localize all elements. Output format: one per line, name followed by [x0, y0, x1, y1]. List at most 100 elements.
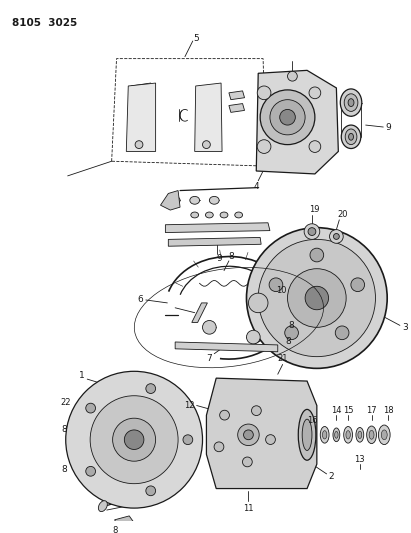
- Ellipse shape: [344, 426, 353, 443]
- Polygon shape: [175, 342, 278, 352]
- Text: 8: 8: [228, 252, 234, 261]
- Ellipse shape: [298, 409, 316, 460]
- Ellipse shape: [333, 428, 340, 442]
- Circle shape: [247, 228, 387, 368]
- Ellipse shape: [323, 431, 327, 439]
- Ellipse shape: [98, 500, 107, 512]
- Text: 7: 7: [206, 354, 212, 363]
- Text: 14: 14: [331, 406, 342, 415]
- Text: 13: 13: [355, 455, 365, 464]
- Circle shape: [280, 109, 296, 125]
- Ellipse shape: [344, 94, 358, 111]
- Text: 5: 5: [193, 34, 199, 43]
- Text: 17: 17: [366, 406, 377, 415]
- Circle shape: [252, 406, 261, 416]
- Circle shape: [333, 233, 339, 239]
- Text: 11: 11: [243, 504, 254, 513]
- Circle shape: [219, 410, 229, 420]
- Circle shape: [335, 326, 349, 340]
- Text: 16: 16: [307, 416, 317, 425]
- Text: 6: 6: [137, 295, 143, 304]
- Circle shape: [86, 466, 95, 476]
- Circle shape: [285, 326, 298, 340]
- Ellipse shape: [358, 431, 362, 439]
- Circle shape: [146, 384, 156, 393]
- Polygon shape: [229, 103, 245, 112]
- Circle shape: [86, 403, 95, 413]
- Text: 20: 20: [337, 211, 347, 220]
- Circle shape: [257, 140, 271, 154]
- Circle shape: [247, 330, 260, 344]
- Polygon shape: [256, 70, 338, 174]
- Text: 4: 4: [254, 182, 259, 191]
- Ellipse shape: [346, 431, 350, 439]
- Text: 10: 10: [277, 286, 287, 295]
- Text: 9: 9: [385, 123, 391, 132]
- Circle shape: [330, 230, 343, 243]
- Circle shape: [351, 278, 365, 292]
- Text: 8: 8: [61, 425, 67, 434]
- Circle shape: [269, 278, 283, 292]
- Polygon shape: [229, 91, 245, 100]
- Ellipse shape: [379, 425, 390, 445]
- Ellipse shape: [340, 89, 362, 116]
- Circle shape: [90, 395, 178, 483]
- Circle shape: [309, 141, 321, 152]
- Ellipse shape: [191, 212, 199, 218]
- Circle shape: [309, 87, 321, 99]
- Circle shape: [310, 248, 324, 262]
- Text: 18: 18: [383, 406, 393, 415]
- Text: 21: 21: [277, 354, 288, 363]
- Ellipse shape: [381, 430, 387, 440]
- Circle shape: [242, 457, 252, 467]
- Text: 8: 8: [286, 337, 291, 346]
- Circle shape: [183, 435, 193, 445]
- Polygon shape: [126, 83, 156, 151]
- Circle shape: [125, 430, 144, 449]
- Polygon shape: [161, 190, 180, 210]
- Text: 15: 15: [343, 406, 353, 415]
- Circle shape: [146, 486, 156, 496]
- Circle shape: [257, 86, 271, 100]
- Ellipse shape: [235, 212, 242, 218]
- Text: 3: 3: [402, 323, 408, 332]
- Polygon shape: [165, 223, 270, 232]
- Polygon shape: [115, 516, 134, 528]
- Ellipse shape: [335, 431, 338, 438]
- Circle shape: [288, 71, 297, 81]
- Text: 8: 8: [112, 526, 117, 533]
- Ellipse shape: [302, 419, 312, 450]
- Text: 19: 19: [309, 205, 319, 214]
- Polygon shape: [206, 378, 317, 489]
- Circle shape: [288, 269, 346, 327]
- Ellipse shape: [349, 133, 353, 140]
- Ellipse shape: [238, 424, 259, 446]
- Ellipse shape: [220, 212, 228, 218]
- Ellipse shape: [341, 125, 361, 149]
- Circle shape: [203, 141, 210, 149]
- Ellipse shape: [170, 196, 180, 204]
- Ellipse shape: [348, 99, 354, 107]
- Circle shape: [266, 435, 275, 445]
- Circle shape: [113, 418, 156, 461]
- Circle shape: [308, 228, 316, 236]
- Ellipse shape: [369, 431, 374, 439]
- Ellipse shape: [206, 212, 213, 218]
- Ellipse shape: [320, 426, 329, 443]
- Ellipse shape: [190, 196, 200, 204]
- Text: 8105  3025: 8105 3025: [12, 18, 77, 28]
- Circle shape: [305, 286, 328, 310]
- Ellipse shape: [209, 196, 219, 204]
- Polygon shape: [192, 303, 208, 322]
- Ellipse shape: [367, 426, 376, 443]
- Circle shape: [203, 320, 216, 334]
- Circle shape: [66, 372, 203, 508]
- Ellipse shape: [345, 129, 357, 144]
- Circle shape: [270, 100, 305, 135]
- Text: 9: 9: [216, 254, 222, 263]
- Ellipse shape: [356, 427, 364, 442]
- Circle shape: [304, 224, 320, 239]
- Text: 12: 12: [185, 401, 195, 410]
- Text: 8: 8: [289, 321, 294, 330]
- Text: 8: 8: [61, 465, 67, 473]
